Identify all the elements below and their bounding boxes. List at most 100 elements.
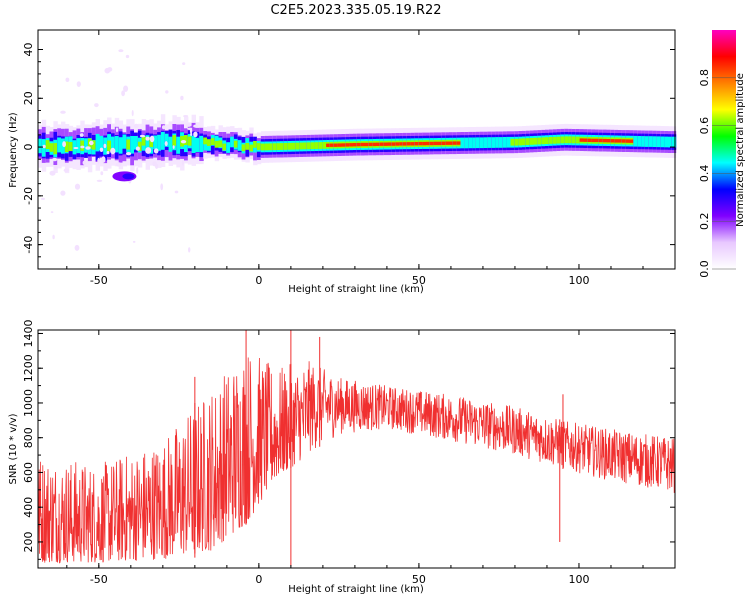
y-tick-label: 1000 xyxy=(22,389,35,417)
heatmap-cell xyxy=(498,137,504,148)
heatmap-cell xyxy=(487,137,492,148)
snr-frame xyxy=(37,329,676,569)
y-tick-label: 40 xyxy=(22,43,35,57)
heatmap-cell xyxy=(360,142,366,147)
heatmap-cell xyxy=(379,142,385,146)
heatmap-cell xyxy=(172,145,175,149)
heatmap-cell xyxy=(326,143,331,147)
heatmap-cell xyxy=(410,142,415,146)
heatmap-cell xyxy=(84,138,89,153)
heatmap-cell xyxy=(49,143,54,152)
heatmap-cell xyxy=(160,131,166,150)
heatmap-cell xyxy=(671,136,677,148)
heatmap-cell xyxy=(145,147,152,154)
heatmap-cell xyxy=(356,142,362,147)
heatmap-cell xyxy=(207,139,212,146)
heatmap-cell xyxy=(395,142,400,146)
heatmap-cell xyxy=(610,139,615,143)
heatmap-cell xyxy=(387,142,392,146)
heatmap-cell xyxy=(187,136,193,146)
heatmap-cell xyxy=(91,140,97,150)
heatmap-cell xyxy=(318,142,323,149)
heatmap-cell xyxy=(545,137,550,144)
colorbar-tick-label: 0.8 xyxy=(698,69,711,87)
heatmap-cell xyxy=(107,140,112,152)
heatmap-cell xyxy=(214,140,220,148)
heatmap-cell xyxy=(94,103,99,108)
heatmap-cell xyxy=(230,136,235,148)
heatmap-cell xyxy=(135,146,140,151)
heatmap-cell xyxy=(99,135,104,151)
heatmap-cell xyxy=(556,136,561,144)
heatmap-cell xyxy=(80,145,85,149)
heatmap-cell xyxy=(145,135,150,152)
heatmap-cell xyxy=(162,125,166,130)
heatmap-cell xyxy=(184,135,189,145)
heatmap-cell xyxy=(45,140,51,149)
heatmap-cell xyxy=(575,136,581,144)
heatmap-cell xyxy=(153,135,158,150)
heatmap-cell xyxy=(38,138,43,154)
heatmap-cell xyxy=(164,133,170,147)
x-tick-label: 0 xyxy=(255,274,262,287)
heatmap-cell xyxy=(656,136,661,148)
heatmap-cell xyxy=(180,140,187,144)
heatmap-cell xyxy=(602,138,608,143)
y-tick-label: 400 xyxy=(22,497,35,518)
heatmap-cell xyxy=(53,165,58,170)
heatmap-cell xyxy=(256,143,262,150)
heatmap-cell xyxy=(149,135,155,143)
heatmap-cell xyxy=(157,134,162,151)
heatmap-cell xyxy=(652,136,657,147)
heatmap-cell xyxy=(168,136,173,152)
heatmap-cell xyxy=(233,140,239,148)
heatmap-cell xyxy=(210,138,216,154)
heatmap-cell xyxy=(268,143,273,151)
snr-xlabel: Height of straight line (km) xyxy=(288,584,424,595)
y-tick-label: 800 xyxy=(22,427,35,448)
heatmap-cell xyxy=(199,135,204,153)
heatmap-cell xyxy=(329,143,335,147)
heatmap-cell xyxy=(126,139,131,150)
heatmap-cell xyxy=(383,142,389,146)
heatmap-cell xyxy=(460,137,465,149)
heatmap-cell xyxy=(189,128,193,134)
heatmap-cell xyxy=(74,244,80,251)
snr-series-line xyxy=(38,330,675,567)
heatmap-cell xyxy=(136,167,139,174)
x-tick-label: 0 xyxy=(255,573,262,586)
heatmap-cell xyxy=(287,142,293,150)
heatmap-cell xyxy=(52,234,55,240)
heatmap-cell xyxy=(165,90,169,94)
heatmap-cell xyxy=(65,77,70,83)
heatmap-cell xyxy=(606,139,611,143)
heatmap-cell xyxy=(345,143,350,147)
heatmap-cell xyxy=(141,136,147,146)
heatmap-cell xyxy=(188,247,191,253)
heatmap-cell xyxy=(122,173,135,180)
heatmap-cell xyxy=(299,142,304,150)
spectrogram-xlabel: Height of straight line (km) xyxy=(288,284,424,295)
x-tick-label: -50 xyxy=(90,274,108,287)
heatmap-cell xyxy=(164,141,168,147)
heatmap-cell xyxy=(564,136,569,144)
heatmap-cell xyxy=(76,138,81,154)
heatmap-cell xyxy=(283,143,289,150)
y-tick-label: 600 xyxy=(22,462,35,483)
heatmap-cell xyxy=(353,143,358,147)
heatmap-cell xyxy=(668,136,673,148)
heatmap-cell xyxy=(514,138,519,146)
heatmap-cell xyxy=(118,49,124,53)
heatmap-cell xyxy=(237,140,243,151)
heatmap-cell xyxy=(399,142,404,146)
heatmap-cell xyxy=(591,138,596,143)
heatmap-cell xyxy=(52,157,58,162)
heatmap-cell xyxy=(130,136,135,154)
colorbar-ticks: 0.0 0.2 0.4 0.6 0.8 xyxy=(698,69,736,278)
heatmap-cell xyxy=(176,136,181,154)
spectrogram-heatmap xyxy=(38,49,677,253)
heatmap-cell xyxy=(64,141,70,153)
heatmap-cell xyxy=(185,123,192,127)
heatmap-cell xyxy=(134,136,139,150)
